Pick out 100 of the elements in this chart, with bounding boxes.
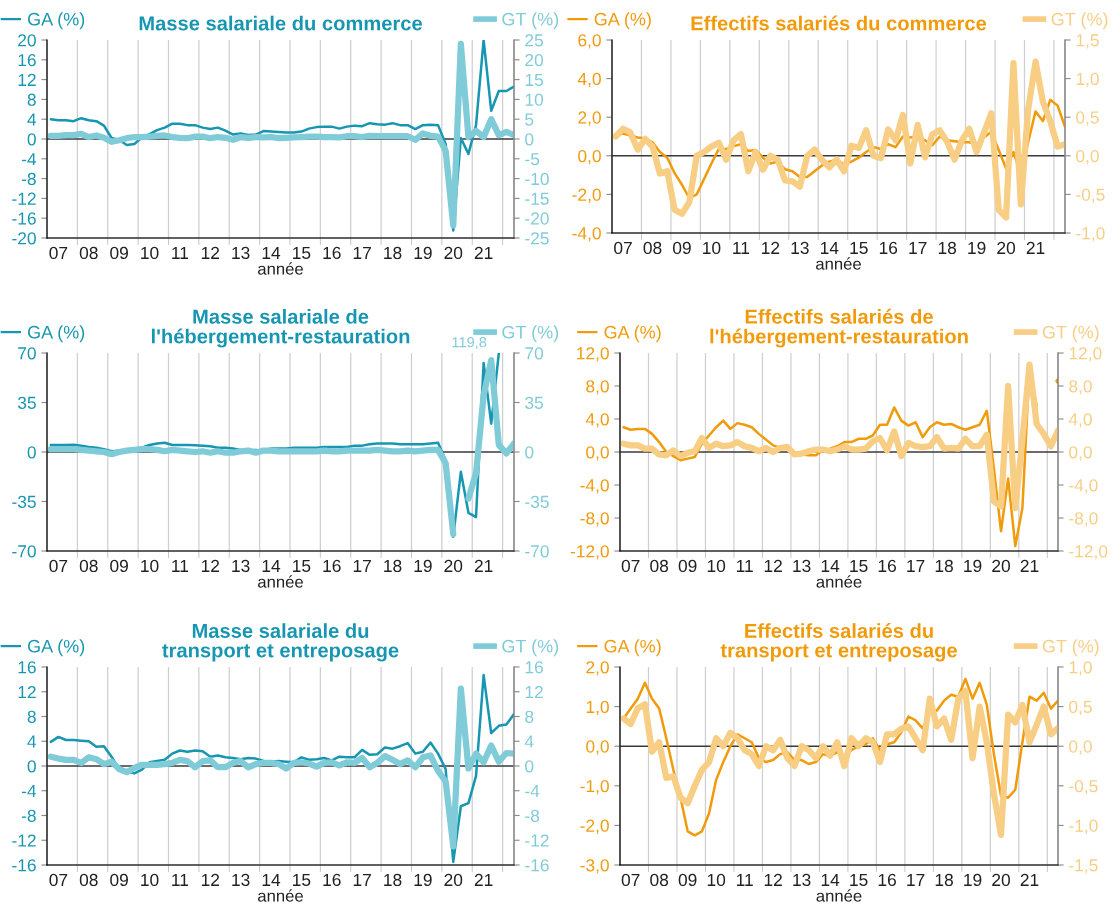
y2-tick-label: 0,0: [1069, 740, 1092, 755]
legend-label: GA (%): [27, 639, 85, 657]
y2-tick-label: -0,5: [1076, 188, 1105, 203]
y-tick-label: 0,0: [578, 149, 601, 165]
y2-tick-label: -1,5: [1069, 859, 1098, 874]
y2-tick-label: -70: [525, 545, 549, 558]
x-tick-label: 15: [850, 873, 868, 887]
legend-label: GT (%): [1051, 12, 1108, 30]
x-tick-label: 15: [850, 241, 868, 255]
y2-tick-label: -0,5: [1069, 779, 1098, 795]
x-tick-label: 21: [1020, 559, 1039, 572]
y-tick-label: -20: [12, 232, 36, 245]
y-tick-label: 4,0: [585, 413, 609, 428]
x-tick-label: 21: [1020, 873, 1039, 886]
x-tick-label: 20: [444, 559, 463, 573]
y2-tick-label: -25: [525, 232, 549, 245]
x-tick-label: 09: [110, 246, 128, 260]
x-tick-label: 12: [764, 873, 782, 886]
y-tick-label: -1,0: [580, 779, 609, 795]
y-tick-label: 12,0: [577, 347, 609, 362]
y-tick-label: 4: [27, 735, 37, 748]
y2-tick-label: 4: [524, 735, 534, 748]
y-tick-label: 16: [18, 661, 36, 674]
y2-tick-label: -1,0: [1076, 227, 1105, 242]
y-tick-label: -12,0: [570, 545, 609, 560]
y-tick-label: 2,0: [586, 661, 609, 676]
x-tick-label: 17: [353, 873, 371, 886]
y-tick-label: 2,0: [578, 111, 601, 126]
y-tick-label: 16: [18, 53, 36, 67]
y2-tick-label: -5: [525, 153, 540, 166]
x-tick-label: 19: [414, 873, 432, 887]
x-tick-label: 08: [79, 246, 98, 260]
y-tick-label: -8: [21, 172, 36, 186]
y-tick-label: -4: [21, 153, 37, 166]
y-tick-label: -8,0: [580, 512, 609, 527]
y-tick-label: 20: [18, 34, 36, 47]
x-tick-label: 12: [201, 559, 220, 572]
x-tick-label: 11: [172, 559, 189, 572]
y-tick-label: 8,0: [586, 380, 609, 395]
y2-tick-label: -35: [525, 495, 549, 508]
y2-tick-label: -12: [525, 834, 549, 847]
y-tick-label: 0,0: [586, 446, 609, 461]
y-tick-label: -2,0: [572, 188, 601, 203]
y-tick-label: 1,0: [586, 700, 609, 716]
y-tick-label: -8: [21, 809, 36, 822]
x-tick-label: 17: [353, 559, 371, 572]
y2-tick-label: -1,0: [1069, 819, 1098, 834]
y2-tick-label: 4,0: [1068, 413, 1092, 428]
x-axis-title: année: [258, 575, 303, 588]
x-tick-label: 19: [414, 559, 432, 573]
x-tick-label: 20: [444, 873, 463, 887]
x-tick-label: 12: [762, 241, 780, 254]
x-tick-label: 07: [49, 873, 68, 887]
y-tick-label: 12: [18, 73, 36, 86]
y2-tick-label: 20: [525, 53, 544, 67]
y-tick-label: 0: [27, 446, 36, 459]
y2-tick-label: 1,5: [1076, 34, 1099, 49]
x-tick-label: 14: [821, 559, 840, 572]
x-tick-label: 16: [323, 246, 341, 260]
x-tick-label: 08: [79, 559, 98, 573]
x-tick-label: 10: [141, 246, 159, 260]
x-tick-label: 13: [232, 246, 250, 260]
y-tick-label: -2,0: [580, 819, 609, 834]
y-tick-label: 4: [27, 113, 37, 126]
y2-tick-label: 0: [525, 760, 534, 773]
x-tick-label: 09: [678, 873, 697, 887]
y2-tick-label: -10: [525, 172, 549, 186]
x-tick-label: 07: [621, 559, 640, 573]
x-tick-label: 13: [793, 873, 811, 887]
legend-label: GT (%): [502, 325, 559, 343]
y-tick-label: 8: [27, 93, 36, 106]
y2-tick-label: 0,5: [1076, 111, 1099, 126]
x-tick-label: 14: [820, 241, 839, 254]
x-tick-label: 20: [992, 873, 1010, 887]
x-tick-label: 13: [232, 559, 250, 573]
y2-tick-label: 35: [525, 396, 543, 409]
x-tick-label: 14: [821, 873, 840, 886]
x-tick-label: 18: [384, 873, 402, 887]
y2-tick-label: 70: [525, 347, 544, 360]
y-tick-label: 0: [27, 133, 36, 146]
legend-label: GT (%): [502, 12, 559, 30]
legend-label: GA (%): [594, 12, 651, 30]
x-tick-label: 11: [172, 873, 189, 886]
x-tick-label: 07: [614, 241, 632, 255]
chart-title: Masse salariale de l'hébergement-restauration: [151, 309, 410, 348]
x-tick-label: 21: [474, 873, 493, 886]
x-tick-label: 12: [764, 559, 782, 572]
y2-tick-label: -15: [525, 192, 549, 205]
y-tick-label: 0,0: [586, 740, 609, 755]
legend-label: GA (%): [27, 12, 85, 30]
x-tick-label: 16: [878, 559, 896, 573]
x-axis-title: année: [258, 262, 303, 275]
legend-label: GT (%): [1042, 325, 1099, 343]
x-tick-label: 08: [79, 873, 98, 887]
y2-tick-label: 0,5: [1069, 700, 1092, 716]
x-tick-label: 14: [262, 246, 281, 259]
x-tick-label: 18: [938, 241, 957, 255]
y-tick-label: -12: [12, 192, 36, 205]
y-tick-label: -35: [12, 495, 36, 508]
y2-tick-label: 8: [525, 710, 534, 723]
